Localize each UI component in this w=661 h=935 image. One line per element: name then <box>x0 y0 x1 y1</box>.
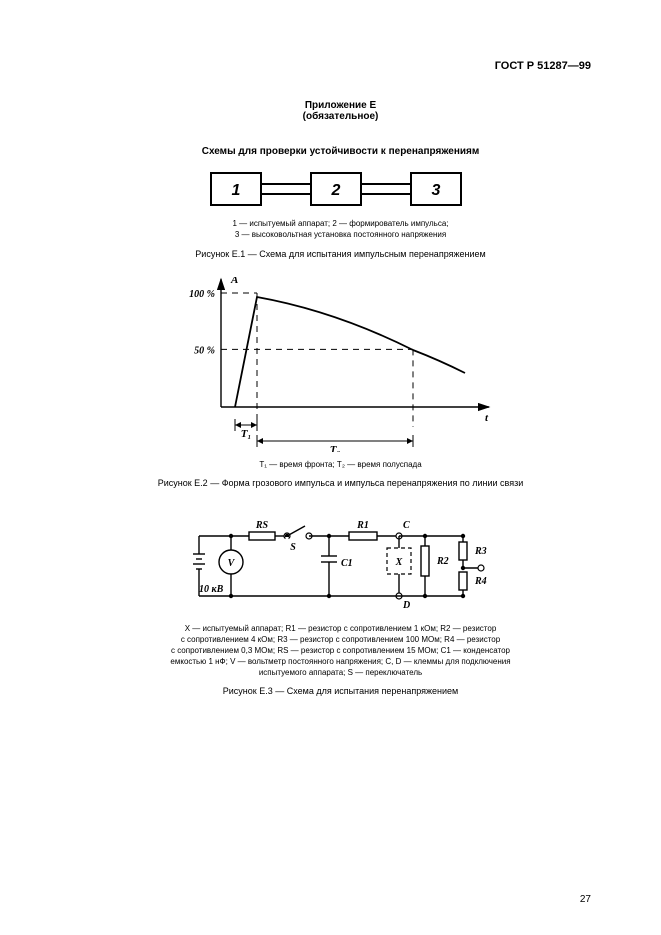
svg-text:2: 2 <box>330 182 340 199</box>
svg-text:R4: R4 <box>474 576 487 587</box>
svg-text:X: X <box>394 557 402 568</box>
figure-e2: At 100 % 50 % T₁ T₂ <box>90 277 591 452</box>
figure-e3-legend: X — испытуемый аппарат; R1 — резистор с … <box>131 624 551 678</box>
svg-text:3: 3 <box>431 182 440 199</box>
figure-e1-legend: 1 — испытуемый аппарат; 2 — формировател… <box>131 219 551 241</box>
section-title: Схемы для проверки устойчивости к перена… <box>90 146 591 157</box>
svg-text:C: C <box>403 520 410 531</box>
annex-subtitle: (обязательное) <box>90 111 591 122</box>
figure-e3-svg: 10 кВ V RS S C1 R1 C X D R2 R3 R4 <box>181 506 501 616</box>
svg-text:RS: RS <box>254 520 268 531</box>
svg-text:1: 1 <box>231 182 240 199</box>
svg-text:50 %: 50 % <box>194 345 215 356</box>
svg-text:A: A <box>230 277 238 286</box>
figure-e3: 10 кВ V RS S C1 R1 C X D R2 R3 R4 <box>90 506 591 616</box>
svg-text:R1: R1 <box>356 520 369 531</box>
page-number: 27 <box>580 894 591 905</box>
figure-e2-caption: Рисунок Е.2 — Форма грозового импульса и… <box>90 478 591 488</box>
figure-e2-legend: T₁ — время фронта; T₂ — время полуспада <box>131 460 551 471</box>
svg-text:R3: R3 <box>474 546 487 557</box>
svg-text:V: V <box>227 558 235 569</box>
figure-e1: 1 2 3 <box>90 167 591 211</box>
svg-text:T₂: T₂ <box>329 444 340 452</box>
svg-text:T₁: T₁ <box>240 428 251 440</box>
document-id: ГОСТ Р 51287—99 <box>495 60 591 72</box>
figure-e2-svg: At 100 % 50 % T₁ T₂ <box>181 277 501 452</box>
svg-text:t: t <box>485 412 489 424</box>
figure-e3-caption: Рисунок Е.3 — Схема для испытания перена… <box>90 686 591 696</box>
figure-e1-svg: 1 2 3 <box>201 167 481 211</box>
svg-text:C1: C1 <box>341 558 353 569</box>
annex-title: Приложение Е <box>90 100 591 111</box>
svg-text:S: S <box>290 542 296 553</box>
annex-block: Приложение Е (обязательное) <box>90 100 591 122</box>
svg-text:R2: R2 <box>436 556 449 567</box>
svg-text:D: D <box>402 600 410 611</box>
figure-e1-caption: Рисунок Е.1 — Схема для испытания импуль… <box>90 249 591 259</box>
svg-text:10 кВ: 10 кВ <box>199 584 224 595</box>
svg-text:100 %: 100 % <box>189 289 215 300</box>
